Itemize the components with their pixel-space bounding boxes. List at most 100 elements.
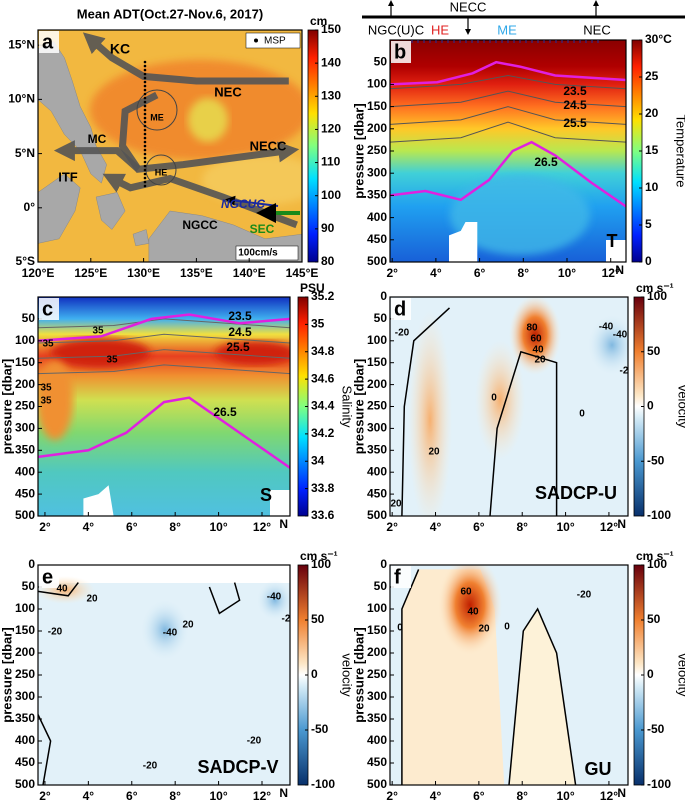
chart-title: Mean ADT(Oct.27-Nov.6, 2017)	[77, 6, 263, 21]
current-arrow	[102, 173, 298, 229]
plot-area	[390, 297, 628, 516]
y-tick-label: 300	[15, 689, 35, 703]
x-tick-label: 12°	[253, 520, 271, 534]
colorbar	[307, 29, 319, 263]
colorbar-tick-label: 120	[321, 122, 341, 136]
station	[143, 116, 147, 120]
y-tick-label: 0	[28, 557, 35, 571]
annotation: 0	[579, 409, 585, 420]
annotation: -20	[143, 761, 158, 772]
x-tick-label: 6°	[126, 520, 138, 534]
y-tick-label: 100	[367, 601, 387, 615]
y-axis-label: pressure [dbar]	[351, 359, 366, 454]
y-tick-label: 200	[367, 121, 387, 135]
colorbar-tick-label: 33.8	[311, 481, 335, 495]
y-tick-label: 450	[15, 486, 35, 500]
annotation: 20	[478, 624, 490, 635]
station	[143, 104, 147, 108]
station	[143, 184, 147, 188]
colorbar-unit: cm	[310, 14, 327, 28]
station	[143, 124, 147, 128]
x-tick-label: 8°	[169, 789, 181, 803]
annotation: 20	[428, 447, 440, 458]
colorbar-tick-label: 25	[645, 69, 659, 83]
zero-contour	[508, 607, 577, 785]
colorbar-tick-label: -100	[647, 508, 671, 522]
y-tick-label: 10°N	[8, 92, 35, 106]
x-tick-label: 2°	[386, 520, 398, 534]
x-tick-label: 4°	[430, 520, 442, 534]
zero-contour	[38, 714, 52, 785]
topography	[449, 222, 478, 262]
station	[143, 84, 147, 88]
y-tick-label: 50	[22, 311, 36, 325]
x-axis-label: N	[615, 263, 624, 277]
colorbar-tick-label: 90	[321, 221, 335, 235]
y-tick-label: 300	[367, 689, 387, 703]
cool-dome	[450, 175, 590, 255]
annotation: 24.5	[228, 325, 252, 339]
annotation: 20	[86, 594, 98, 605]
annotation: 0	[504, 622, 510, 633]
scale-box	[235, 245, 299, 261]
east-flow	[509, 609, 576, 785]
y-tick-label: 400	[367, 210, 387, 224]
zero-contour	[489, 350, 558, 516]
annotation: 25.5	[226, 340, 250, 354]
x-axis-label: N	[617, 786, 626, 800]
colorbar-tick-label: -50	[647, 453, 665, 467]
x-tick-label: 130°E	[127, 266, 160, 280]
x-tick-label: 125°E	[74, 266, 107, 280]
colorbar-tick-label: 100	[321, 188, 341, 202]
y-axis-label: pressure [dbar]	[0, 627, 14, 722]
current-arrow	[53, 140, 141, 172]
colorbar-unit: cm s⁻¹	[636, 549, 674, 563]
y-tick-label: 150	[15, 355, 35, 369]
isopycnal	[38, 349, 290, 359]
x-tick-label: 4°	[430, 266, 442, 280]
y-tick-label: 350	[15, 442, 35, 456]
x-tick-label: 12°	[600, 789, 618, 803]
annotation: 35	[40, 396, 52, 407]
topography	[270, 490, 290, 516]
x-tick-label: 135°E	[180, 266, 213, 280]
colorbar-tick-label: 0	[311, 667, 318, 681]
x-tick-label: 2°	[39, 520, 51, 534]
x-tick-label: 6°	[473, 520, 485, 534]
x-tick-label: 2°	[386, 789, 398, 803]
panel-letter-box	[391, 298, 411, 320]
y-tick-label: 400	[367, 464, 387, 478]
annotation: 20	[534, 355, 546, 366]
y-tick-label: 250	[15, 399, 35, 413]
y-tick-label: 400	[15, 464, 35, 478]
adt-mid	[202, 155, 302, 205]
colorbar-tick-label: 34.2	[311, 426, 335, 440]
annotation: SADCP-V	[197, 757, 278, 777]
annotation: 23.5	[228, 309, 252, 323]
colorbar-tick-label: 10	[645, 180, 659, 194]
annotation: T	[607, 231, 618, 251]
plot-area	[390, 40, 626, 262]
station	[143, 176, 147, 180]
panel-letter: a	[42, 31, 54, 53]
y-tick-label: 100	[15, 333, 35, 347]
x-tick-label: 12°	[253, 789, 271, 803]
station	[143, 172, 147, 176]
x-tick-label: 4°	[83, 520, 95, 534]
x-tick-label: 2°	[39, 789, 51, 803]
west-flow	[588, 315, 628, 375]
station	[143, 156, 147, 160]
annotation: 60	[460, 587, 472, 598]
y-axis-label: pressure [dbar]	[0, 359, 14, 454]
topography	[83, 485, 114, 516]
panel-letter: f	[394, 566, 401, 588]
salinity-field	[38, 297, 290, 516]
colorbar-tick-label: -100	[647, 777, 671, 791]
x-tick-label: 12°	[602, 266, 620, 280]
y-tick-label: 450	[367, 755, 387, 769]
magenta-line	[390, 60, 626, 86]
colorbar-unit: cm s⁻¹	[636, 281, 674, 295]
colorbar-tick-label: -100	[311, 777, 335, 791]
annotation: -20	[577, 590, 592, 601]
isopycnal	[38, 364, 290, 375]
